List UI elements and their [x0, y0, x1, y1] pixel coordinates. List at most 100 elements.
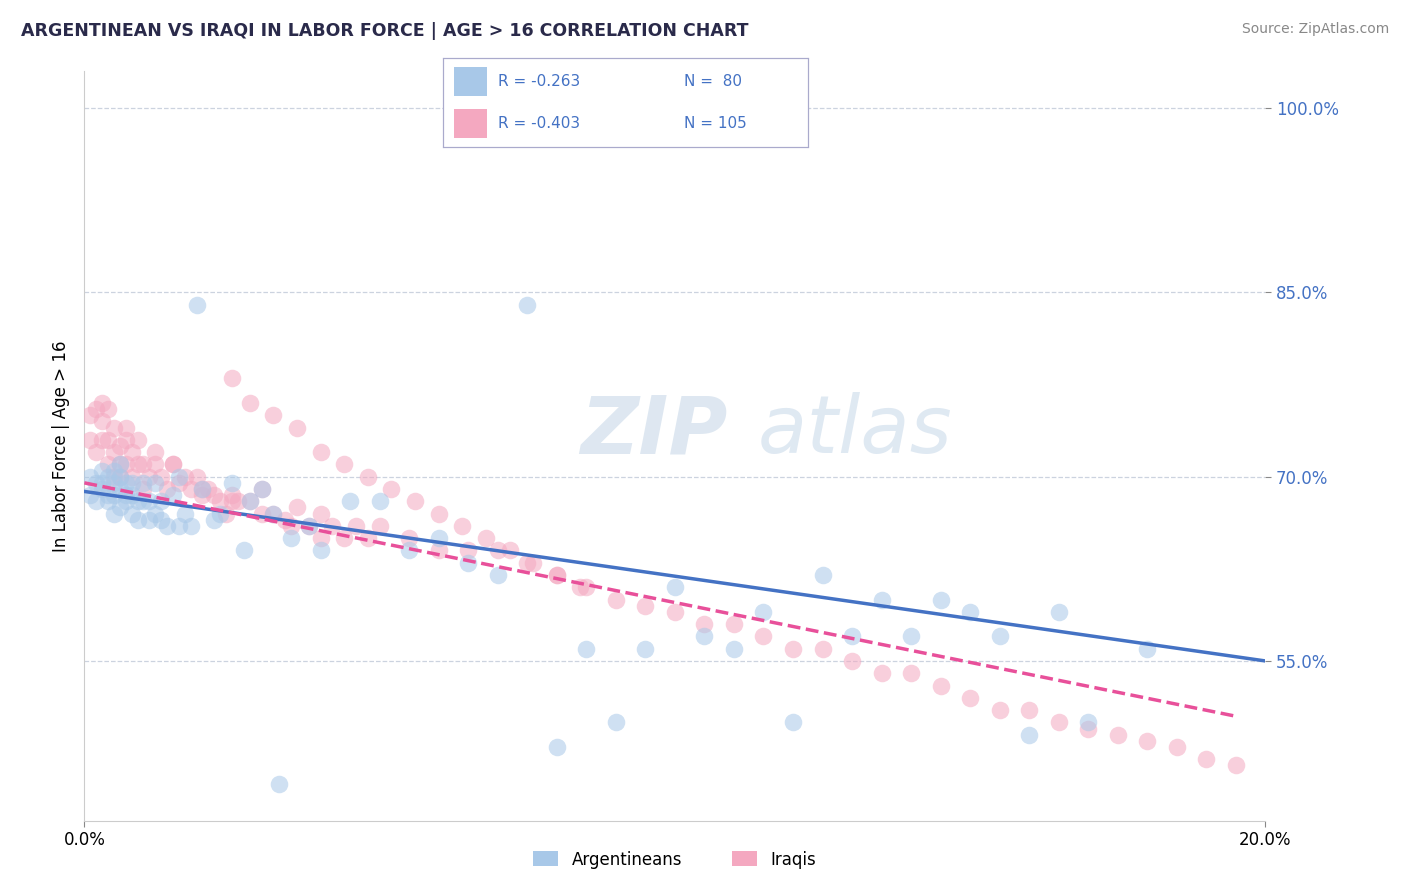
Point [262, 507, 284, 521]
Point [114, 420, 136, 434]
Text: ARGENTINEAN VS IRAQI IN LABOR FORCE | AGE > 16 CORRELATION CHART: ARGENTINEAN VS IRAQI IN LABOR FORCE | AG… [21, 22, 748, 40]
Point [427, 531, 450, 545]
Point [209, 507, 232, 521]
Text: ZIP: ZIP [581, 392, 728, 470]
Point [398, 531, 420, 545]
Point [97, 458, 120, 472]
Point [173, 507, 195, 521]
Point [723, 617, 745, 632]
Point [333, 458, 356, 472]
Point [929, 592, 952, 607]
Point [1047, 715, 1070, 730]
Point [114, 458, 136, 472]
Point [114, 494, 136, 508]
Point [121, 445, 143, 459]
Point [150, 469, 173, 483]
Point [239, 494, 262, 508]
Point [404, 494, 426, 508]
Point [309, 543, 332, 558]
Point [664, 605, 686, 619]
Point [121, 469, 143, 483]
Point [103, 507, 125, 521]
Point [127, 513, 149, 527]
Point [103, 469, 125, 483]
Point [522, 556, 544, 570]
Point [546, 568, 568, 582]
Point [103, 464, 125, 478]
Point [1166, 739, 1188, 754]
Point [239, 494, 262, 508]
Point [202, 488, 225, 502]
Point [1107, 728, 1129, 742]
Point [103, 420, 125, 434]
Point [221, 475, 243, 490]
Point [333, 531, 356, 545]
Point [127, 433, 149, 447]
Point [841, 629, 863, 643]
Point [900, 666, 922, 681]
Point [298, 519, 321, 533]
Point [752, 605, 775, 619]
Point [870, 592, 893, 607]
Point [186, 469, 208, 483]
Point [79, 469, 101, 483]
Point [127, 458, 149, 472]
Point [84, 475, 107, 490]
Point [752, 629, 775, 643]
Point [1047, 605, 1070, 619]
Point [108, 482, 131, 496]
Point [91, 482, 114, 496]
Point [605, 592, 627, 607]
Point [108, 458, 131, 472]
Point [693, 629, 716, 643]
Point [309, 507, 332, 521]
Point [150, 494, 173, 508]
Point [368, 494, 391, 508]
Point [498, 543, 520, 558]
Point [121, 488, 143, 502]
Point [114, 433, 136, 447]
Point [191, 488, 214, 502]
Point [250, 482, 273, 496]
Point [398, 543, 420, 558]
Point [91, 475, 114, 490]
Point [91, 464, 114, 478]
Point [250, 482, 273, 496]
Point [97, 488, 120, 502]
Point [344, 519, 367, 533]
Point [546, 739, 568, 754]
Point [274, 513, 297, 527]
Point [97, 402, 120, 417]
Point [427, 507, 450, 521]
Text: R = -0.403: R = -0.403 [498, 116, 579, 131]
Point [1018, 728, 1040, 742]
Point [693, 617, 716, 632]
Point [186, 298, 208, 312]
Point [138, 513, 160, 527]
Point [91, 414, 114, 428]
Point [280, 519, 302, 533]
Bar [454, 67, 486, 96]
Point [215, 507, 238, 521]
Point [108, 458, 131, 472]
Point [97, 494, 120, 508]
Point [84, 402, 107, 417]
Point [516, 298, 538, 312]
Point [202, 513, 225, 527]
Point [250, 507, 273, 521]
Point [634, 641, 657, 656]
Point [180, 519, 202, 533]
Point [114, 488, 136, 502]
Point [451, 519, 474, 533]
Point [173, 469, 195, 483]
Point [180, 482, 202, 496]
Point [79, 488, 101, 502]
Bar [454, 109, 486, 138]
Point [191, 482, 214, 496]
Point [285, 420, 308, 434]
Text: N = 105: N = 105 [685, 116, 747, 131]
Point [167, 519, 190, 533]
Point [108, 469, 131, 483]
Point [959, 690, 981, 705]
Point [239, 396, 262, 410]
